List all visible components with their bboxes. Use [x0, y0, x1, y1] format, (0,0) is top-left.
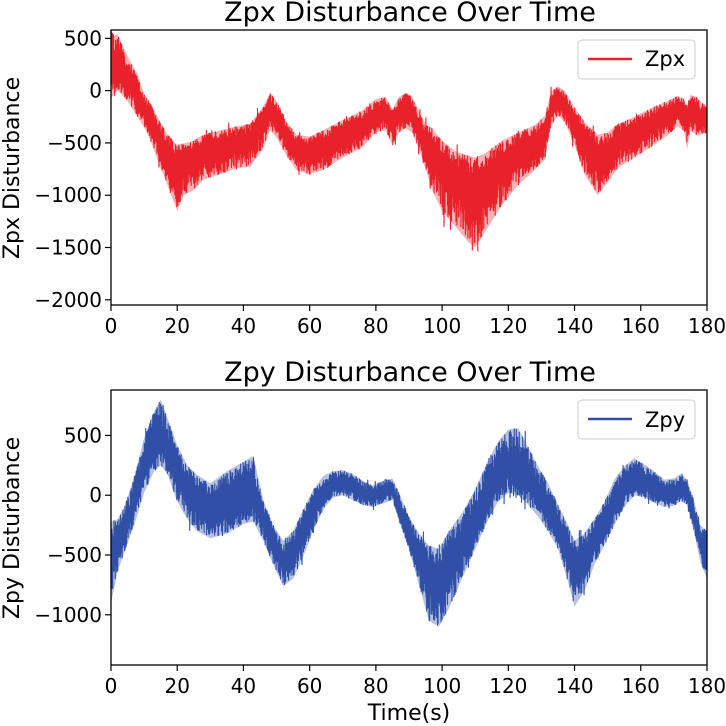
chart-title: Zpx Disturbance Over Time: [224, 0, 596, 28]
x-tick-label: 100: [423, 674, 461, 698]
x-tick-label: 20: [164, 314, 189, 338]
x-axis-label: Time(s): [367, 701, 450, 726]
legend-label-zpx: Zpx: [645, 47, 685, 71]
plot-area: [111, 30, 707, 252]
x-tick-label: 180: [688, 674, 726, 698]
x-tick-label: 20: [164, 674, 189, 698]
x-tick-label: 40: [231, 314, 256, 338]
legend: Zpx: [577, 39, 696, 80]
x-tick-label: 80: [363, 314, 388, 338]
x-tick-label: 60: [297, 674, 322, 698]
y-tick-label: −1000: [34, 183, 102, 207]
y-tick-label: −500: [47, 543, 102, 567]
y-axis-label: Zpx Disturbance: [0, 77, 25, 259]
x-tick-label: 160: [622, 674, 660, 698]
x-tick-label: 140: [555, 314, 593, 338]
legend-label-zpy: Zpy: [645, 408, 685, 432]
y-tick-label: −1500: [34, 235, 102, 259]
x-tick-label: 140: [555, 674, 593, 698]
legend-box: [577, 39, 696, 80]
plot-area: [111, 399, 707, 627]
x-tick-label: 100: [423, 314, 461, 338]
legend-box: [577, 399, 696, 440]
x-tick-label: 160: [622, 314, 660, 338]
axes-frame: [110, 29, 708, 306]
chart-title: Zpy Disturbance Over Time: [224, 357, 596, 388]
y-tick-label: 500: [64, 26, 102, 50]
series-trace-zpx: [111, 31, 707, 252]
y-tick-label: 0: [89, 79, 102, 103]
y-tick-label: −500: [47, 131, 102, 155]
x-tick-label: 40: [231, 674, 256, 698]
zpx-panel: Zpx Disturbance Over Time Zpx Disturbanc…: [0, 0, 726, 338]
series-trace-zpy: [111, 402, 707, 626]
y-tick-label: 500: [64, 423, 102, 447]
x-tick-label: 0: [105, 674, 118, 698]
x-tick-label: 60: [297, 314, 322, 338]
tick-layer: 0 20 40 60 80 100 120 140 160 180 500 0 −500 −1000 −15…: [34, 26, 726, 338]
axes-frame: [110, 389, 708, 666]
y-axis-label: Zpy Disturbance: [0, 437, 25, 619]
x-tick-label: 120: [489, 674, 527, 698]
y-tick-label: −1000: [34, 603, 102, 627]
x-tick-label: 180: [688, 314, 726, 338]
tick-layer: 0 20 40 60 80 100 120 140 160 180 500 0 −500 −1000: [34, 423, 726, 698]
y-tick-label: −2000: [34, 288, 102, 312]
zpy-panel: Zpy Disturbance Over Time Zpy Disturbanc…: [0, 357, 726, 726]
legend: Zpy: [577, 399, 696, 440]
y-tick-label: 0: [89, 483, 102, 507]
x-tick-label: 80: [363, 674, 388, 698]
x-tick-label: 120: [489, 314, 527, 338]
x-tick-label: 0: [105, 314, 118, 338]
